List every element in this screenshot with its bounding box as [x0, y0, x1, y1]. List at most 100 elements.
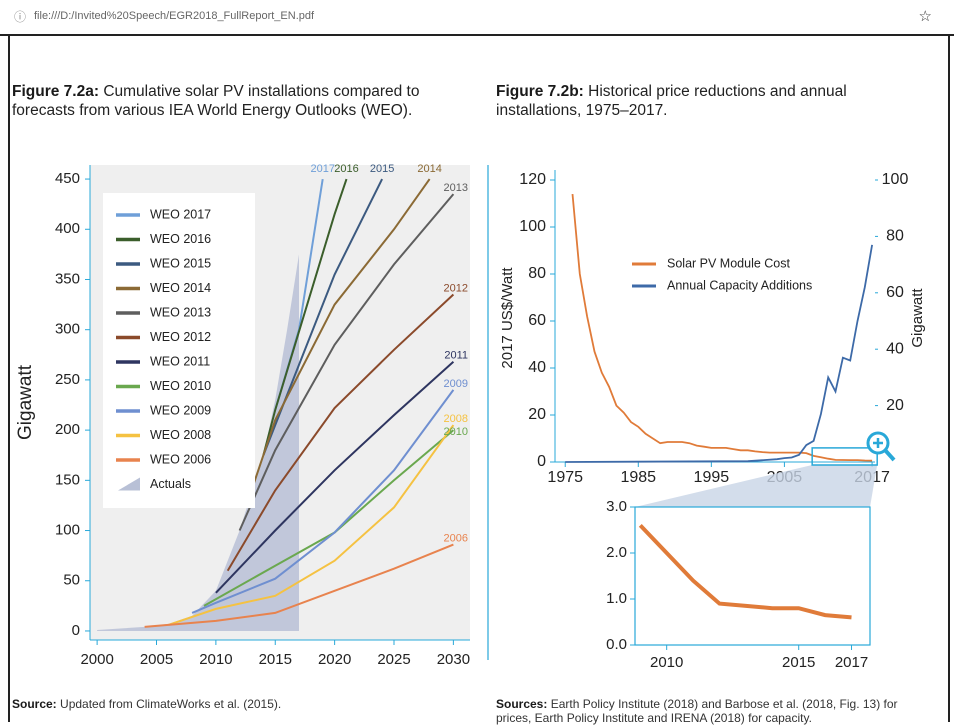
legend-label: WEO 2017 — [150, 207, 211, 221]
actuals-area — [97, 254, 299, 631]
magnifier — [866, 431, 890, 455]
y-tick-label: 50 — [63, 572, 80, 589]
x-tick-label: 1985 — [620, 469, 656, 486]
y-tick-label: 120 — [519, 171, 546, 188]
y-tick-label: 150 — [55, 471, 80, 488]
x-tick-label: 2017 — [835, 654, 868, 671]
x-tick-label: 2010 — [199, 651, 232, 668]
legend-label: WEO 2016 — [150, 232, 211, 246]
legend-label: WEO 2013 — [150, 305, 211, 319]
end-label: 2010 — [444, 426, 468, 438]
series-line — [571, 194, 873, 462]
x-tick-label: 2015 — [782, 654, 815, 671]
legend-label: Annual Capacity Additions — [667, 278, 812, 292]
x-tick-label: 1975 — [547, 469, 583, 486]
y-tick-label: 20 — [528, 406, 546, 423]
end-label: 2006 — [444, 533, 468, 545]
x-tick-label: 2030 — [437, 651, 470, 668]
forecast-line — [226, 293, 455, 572]
end-label: 2014 — [417, 163, 441, 175]
info-icon[interactable]: ⓘ — [14, 10, 27, 24]
legend-swatch — [118, 477, 140, 491]
caption-a: Figure 7.2a: Cumulative solar PV install… — [12, 82, 462, 120]
x-tick-label: 2005 — [767, 469, 803, 486]
y-tick-label: 0.0 — [606, 636, 627, 653]
legend-label: WEO 2012 — [150, 330, 211, 344]
frame-left — [8, 34, 10, 722]
y-axis-label: Gigawatt — [15, 364, 36, 440]
source-a: Source: Updated from ClimateWorks et al.… — [12, 697, 472, 711]
end-label: 2011 — [444, 350, 468, 362]
y2-tick-label: 40 — [886, 340, 904, 357]
legend-box — [620, 245, 830, 305]
source-b: Sources: Earth Policy Institute (2018) a… — [496, 697, 916, 725]
frame-right — [948, 34, 950, 722]
series-line — [565, 244, 873, 463]
source-label: Source: — [12, 697, 57, 711]
end-label: 2017 — [311, 163, 335, 175]
y-tick-label: 100 — [519, 218, 546, 235]
y-tick-label: 0 — [72, 622, 80, 639]
x-tick-label: 1995 — [694, 469, 730, 486]
forecast-line — [215, 361, 455, 594]
x-tick-label: 2010 — [650, 654, 683, 671]
inset-bg — [634, 506, 871, 646]
y-tick-label: 100 — [55, 522, 80, 539]
y-tick-label: 40 — [528, 359, 546, 376]
legend-label: WEO 2010 — [150, 379, 211, 393]
y-axis-label: 2017 US$/Watt — [499, 267, 516, 369]
url[interactable]: file:///D:/Invited%20Speech/EGR2018_Full… — [34, 10, 315, 22]
forecast-line — [168, 424, 455, 626]
end-label: 2012 — [444, 282, 468, 294]
x-tick-label: 2000 — [80, 651, 113, 668]
y-tick-label: 200 — [55, 421, 80, 438]
forecast-line — [144, 543, 454, 628]
forecast-line — [262, 178, 383, 456]
y-tick-label: 250 — [55, 371, 80, 388]
x-tick-label: 2005 — [140, 651, 173, 668]
y2-tick-label: 60 — [886, 284, 904, 301]
y2-axis-label: Gigawatt — [909, 288, 926, 348]
y-tick-label: 400 — [55, 220, 80, 237]
y2-tick-label: 20 — [886, 397, 904, 414]
end-label: 2013 — [444, 182, 468, 194]
y-tick-label: 350 — [55, 270, 80, 287]
forecast-line — [238, 193, 455, 531]
y-tick-label: 60 — [528, 312, 546, 329]
legend-label: WEO 2014 — [150, 281, 211, 295]
source-text: Updated from ClimateWorks et al. (2015). — [60, 697, 282, 711]
end-label: 2009 — [444, 378, 468, 390]
forecast-line — [274, 178, 324, 411]
legend-label: WEO 2011 — [150, 354, 210, 368]
plot-bg — [90, 165, 470, 640]
legend-label: WEO 2009 — [150, 403, 211, 417]
x-tick-label: 2017 — [854, 469, 890, 486]
forecast-line — [250, 178, 431, 491]
inset-line — [638, 524, 852, 620]
bookmark-star[interactable]: ☆ — [918, 8, 932, 25]
magnifier-handle — [883, 448, 896, 462]
legend-label: WEO 2008 — [150, 428, 211, 442]
magnifier-plus — [873, 438, 883, 448]
y-tick-label: 1.0 — [606, 590, 627, 607]
end-label: 2016 — [334, 163, 358, 175]
y2-tick-label: 80 — [886, 228, 904, 245]
address-bar: ⓘ file:///D:/Invited%20Speech/EGR2018_Fu… — [0, 0, 954, 36]
x-tick-label: 2020 — [318, 651, 351, 668]
zoom-funnel — [635, 465, 878, 507]
fig-label: Figure 7.2b: — [496, 83, 584, 100]
x-tick-label: 2015 — [259, 651, 292, 668]
y-tick-label: 3.0 — [606, 498, 627, 515]
y-tick-label: 2.0 — [606, 544, 627, 561]
forecast-line — [191, 389, 455, 614]
fig-label: Figure 7.2a: — [12, 83, 99, 100]
source-text: Earth Policy Institute (2018) and Barbos… — [496, 697, 898, 725]
y-tick-label: 0 — [537, 453, 546, 470]
y-tick-label: 80 — [528, 265, 546, 282]
end-label: 2015 — [370, 163, 394, 175]
y2-tick-label: 100 — [882, 171, 909, 188]
y-tick-label: 300 — [55, 321, 80, 338]
end-label: 2008 — [444, 413, 468, 425]
legend-label: Solar PV Module Cost — [667, 256, 791, 270]
